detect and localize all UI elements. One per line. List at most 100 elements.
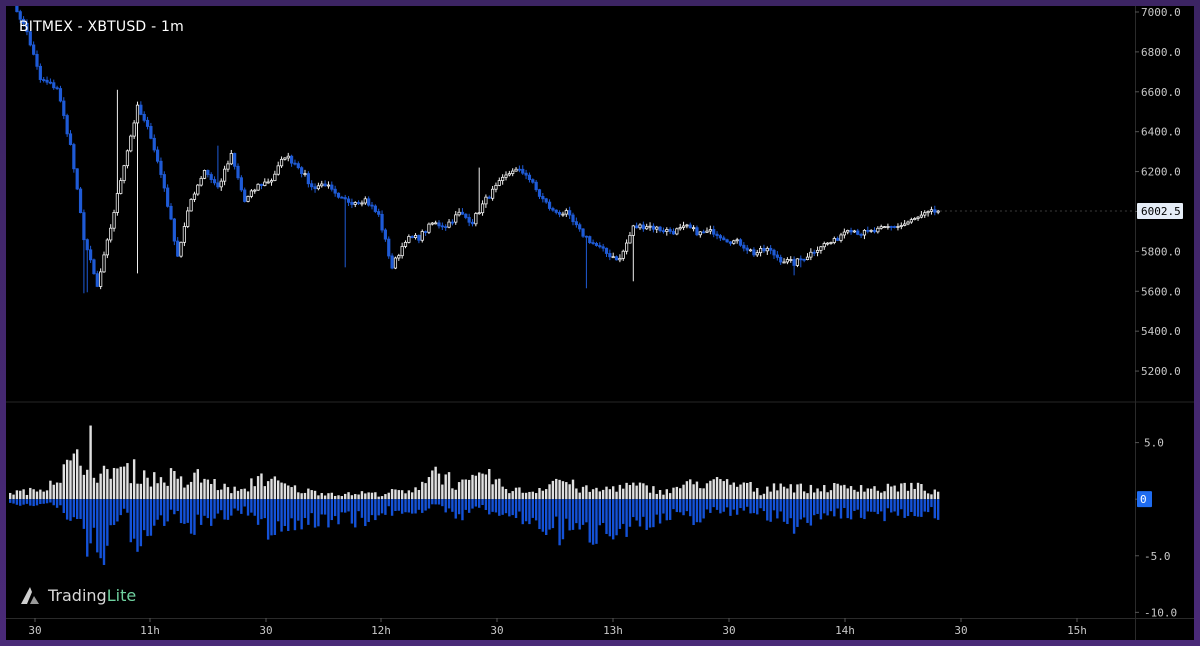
delta-bar-positive [364,493,367,500]
delta-bar-positive [813,492,816,500]
delta-bar-negative [799,499,802,520]
delta-bar-negative [407,499,411,513]
candle-body [377,211,381,215]
delta-bar-positive [906,490,910,500]
delta-bar-negative [869,499,873,512]
candle-body [336,192,341,198]
delta-bar-positive [260,473,263,500]
delta-bar-negative [886,499,890,509]
delta-bar-negative [411,499,414,514]
delta-bar-positive [799,483,802,500]
zero-badge-label: 0 [1140,493,1147,506]
delta-bar-positive [153,472,156,500]
delta-bar-positive [655,493,658,500]
delta-bar-negative [196,499,199,515]
delta-bar-positive [839,485,843,500]
zero-badge [1137,491,1152,508]
delta-bar-negative [266,499,270,540]
delta-bar-positive [565,482,568,500]
delta-bar-negative [585,499,588,523]
candle-body [480,203,485,214]
delta-bar-negative [652,499,655,528]
delta-bar-negative [431,499,434,505]
price-tick-label: 6200.0 [1141,166,1181,179]
candle-body [142,113,146,121]
delta-bar-negative [692,499,695,526]
delta-bar-positive [441,484,444,500]
candle-body [702,231,706,234]
candle-body [886,226,890,228]
candle-body [742,244,746,249]
delta-bar-negative [735,499,739,515]
candle-body [477,212,481,215]
delta-bar-negative [863,499,866,520]
delta-bar-negative [930,499,933,508]
candle-body [507,173,511,176]
candle-body [52,82,56,89]
delta-bar-negative [333,499,337,517]
delta-bar-positive [923,490,926,500]
candle-body [547,201,552,209]
candle-body [25,22,29,33]
candle-body [671,230,676,235]
delta-bar-positive [722,481,725,500]
candle-body [926,211,930,214]
delta-bar-negative [19,499,22,506]
delta-bar-negative [236,499,240,511]
delta-bar-negative [427,499,431,509]
delta-bar-positive [370,492,374,500]
chart-title: BITMEX - XBTUSD - 1m [19,19,184,35]
delta-bar-negative [719,499,722,514]
delta-bar-positive [598,491,601,500]
delta-bar-positive [69,460,72,500]
candle-body [906,221,910,225]
delta-bar-negative [484,499,488,510]
candle-body [782,261,786,264]
delta-bar-positive [240,489,243,500]
candle-body [802,258,806,261]
delta-bar-positive [692,484,695,500]
delta-bar-positive [347,492,350,500]
candle-body [166,187,170,207]
delta-bar-positive [437,473,441,500]
delta-bar-positive [99,473,102,500]
price-tick-label: 7000.0 [1141,6,1181,19]
delta-bar-negative [377,499,380,516]
candle-body [182,226,186,243]
candle-body [852,230,857,233]
delta-bar-negative [759,499,762,509]
delta-bar-negative [595,499,598,544]
delta-bar-negative [699,499,702,523]
candle-body [936,210,940,213]
candle-body [42,79,46,81]
delta-bar-positive [558,479,561,500]
candle-body [856,230,860,235]
delta-bar-positive [387,492,390,500]
candle-body [75,168,79,190]
delta-bar-positive [122,466,126,500]
candle-body [537,189,542,197]
delta-bar-negative [498,499,501,516]
delta-bar-positive [779,483,782,500]
delta-bar-positive [25,494,29,500]
chart-canvas[interactable]: 7000.06800.06600.06400.06200.06000.05800… [6,6,1194,640]
delta-bar-positive [35,491,39,500]
candle-body [92,259,96,275]
delta-bar-negative [437,499,441,505]
candles-group [15,6,940,294]
delta-bar-positive [199,482,203,500]
delta-bar-negative [628,499,632,527]
delta-bar-positive [581,486,585,500]
candle-body [728,241,733,244]
delta-bar-positive [266,481,270,500]
candle-body [125,150,130,167]
delta-bar-positive [471,474,474,500]
delta-bar-positive [766,486,769,500]
candle-body [484,196,488,205]
delta-bar-negative [538,499,541,530]
delta-bar-positive [253,486,256,500]
candle-body [18,11,22,20]
candle-body [578,224,582,230]
candle-body [427,223,431,233]
delta-bar-negative [910,499,913,512]
